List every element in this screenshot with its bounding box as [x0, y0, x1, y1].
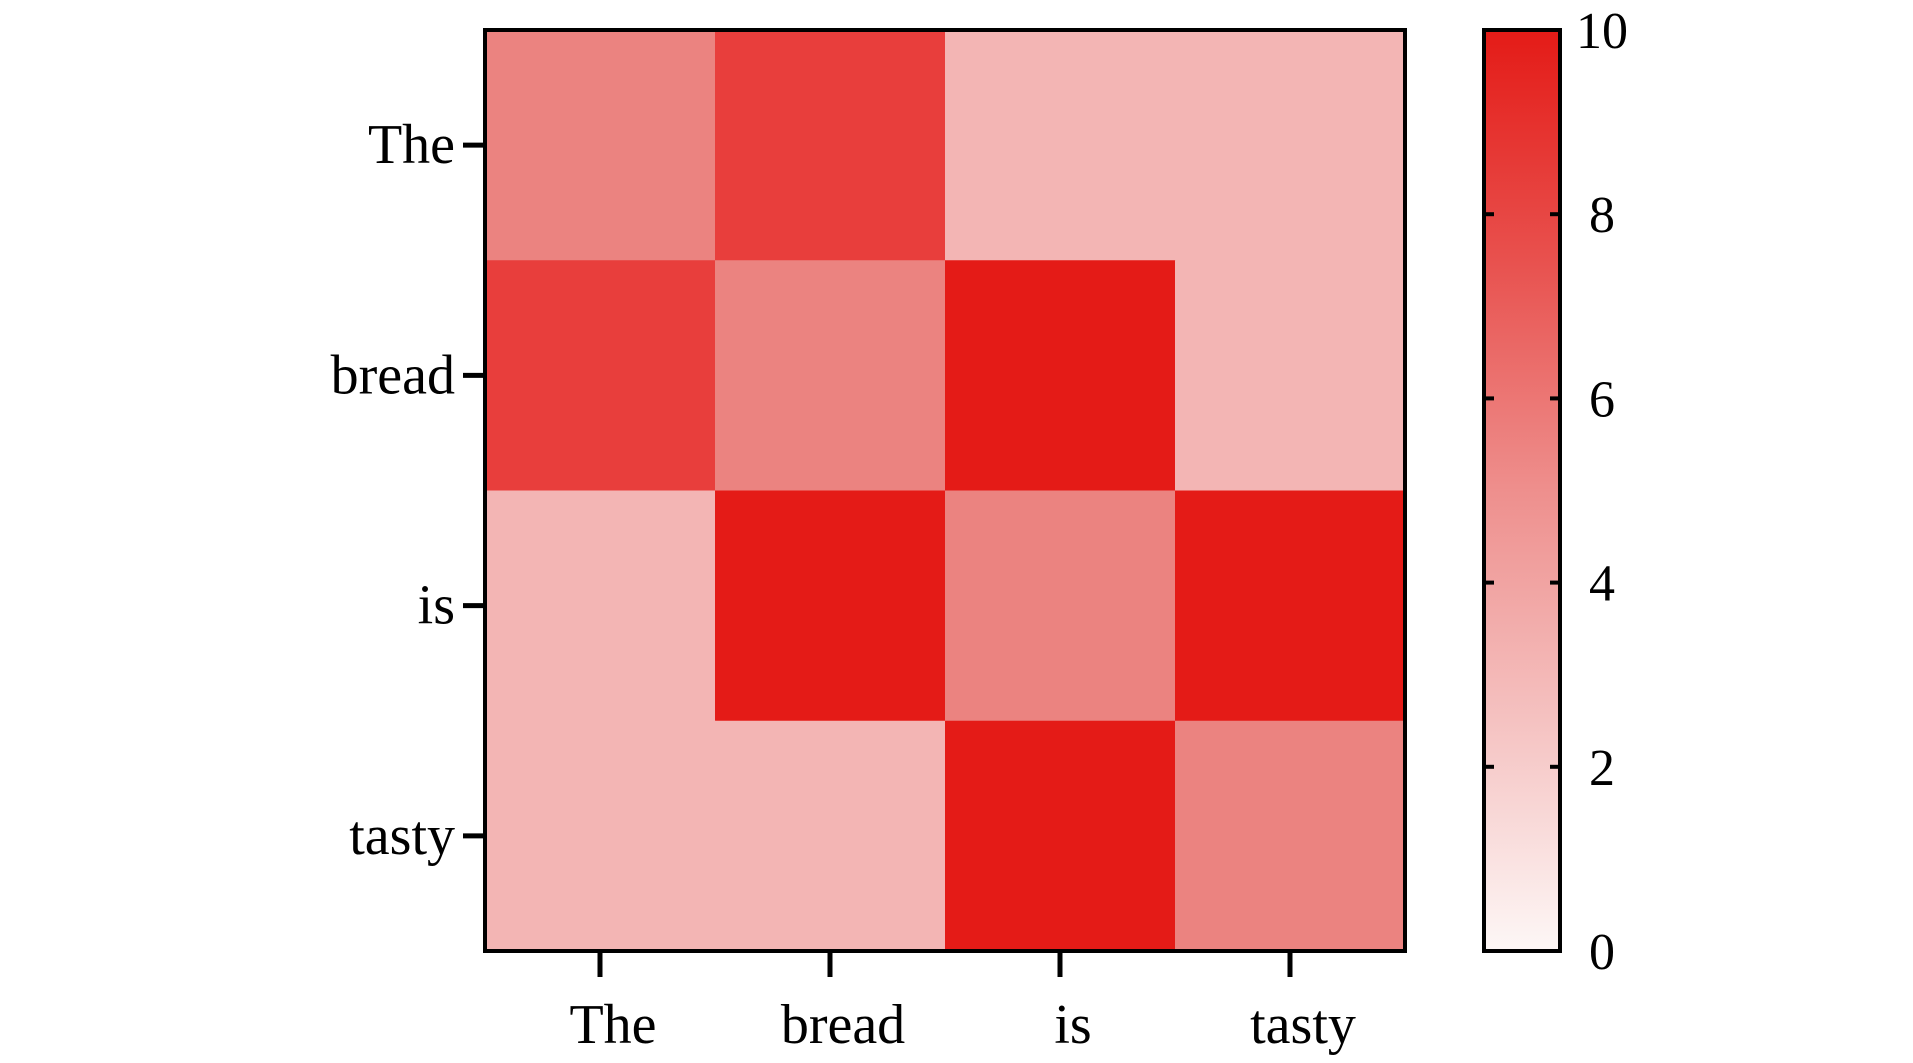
heatmap-cell: [715, 30, 946, 261]
heatmap-cell: [1175, 720, 1406, 952]
x-tick-label: The: [569, 994, 656, 1056]
heatmap-cell: [715, 720, 946, 952]
heatmap-cell: [715, 260, 946, 491]
heatmap-cell: [945, 720, 1176, 952]
heatmap-cells: [483, 28, 1407, 953]
heatmap-cell: [945, 490, 1176, 722]
colorbar-tick-label: 0: [1589, 924, 1615, 981]
y-tick-label: The: [368, 114, 455, 176]
y-axis: The bread is tasty: [331, 114, 485, 867]
colorbar-tick-label: 4: [1589, 556, 1615, 613]
colorbar-tick-label: 10: [1576, 3, 1628, 60]
x-axis: The bread is tasty: [569, 951, 1356, 1056]
colorbar-tick-label: 8: [1589, 187, 1615, 244]
heatmap-cell: [945, 260, 1176, 491]
colorbar-tick-label: 6: [1589, 371, 1615, 428]
heatmap-cell: [485, 260, 716, 491]
x-tick-label: is: [1054, 994, 1091, 1056]
y-tick-label: bread: [331, 344, 455, 406]
heatmap-cell: [945, 30, 1176, 261]
heatmap-cell: [715, 490, 946, 722]
heatmap-cell: [1175, 260, 1406, 491]
colorbar: 0 2 4 6 8 10: [1482, 3, 1628, 981]
heatmap-cell: [485, 720, 716, 952]
heatmap-cell: [1175, 30, 1406, 261]
heatmap-cell: [485, 30, 716, 261]
x-tick-label: tasty: [1250, 994, 1356, 1056]
x-tick-label: bread: [781, 994, 905, 1056]
y-tick-label: is: [418, 575, 455, 637]
heatmap-cell: [485, 490, 716, 722]
heatmap-cell: [1175, 490, 1406, 722]
colorbar-tick-label: 2: [1589, 740, 1615, 797]
plot-frame: [483, 28, 1407, 953]
colorbar-gradient: [1482, 28, 1562, 953]
y-tick-label: tasty: [349, 805, 455, 867]
